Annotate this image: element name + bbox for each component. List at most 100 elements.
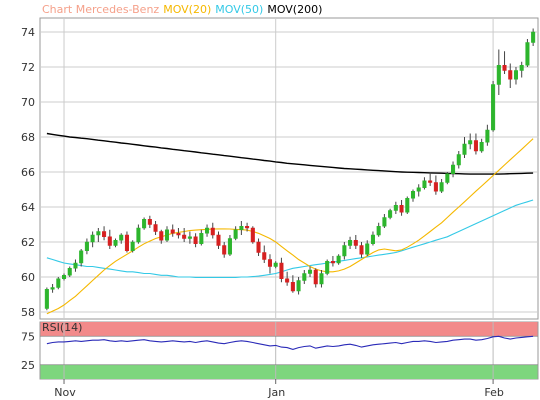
candle <box>433 175 438 195</box>
candle <box>210 222 215 239</box>
candle <box>365 240 370 256</box>
candle-body-down <box>267 259 273 267</box>
candle <box>502 51 507 74</box>
candle-body-down <box>210 227 215 236</box>
chart-legend: Chart Mercedes-Benz MOV(20) MOV(50) MOV(200… <box>42 3 322 16</box>
candle-body-up <box>491 84 496 131</box>
candle-body-down <box>473 140 478 152</box>
candle <box>256 238 261 256</box>
candle-body-down <box>262 252 267 260</box>
candle-body-up <box>227 238 232 255</box>
price-gridlines <box>40 18 538 319</box>
candle <box>176 228 181 239</box>
candle-body-down <box>353 240 358 246</box>
candle-body-down <box>159 231 164 241</box>
candle-body-up <box>84 241 89 251</box>
candle-body-down <box>508 70 513 80</box>
candle-body-down <box>170 229 175 234</box>
candle <box>296 277 301 295</box>
candle <box>164 226 170 242</box>
price-panel <box>39 17 539 320</box>
candle-body-up <box>44 289 49 309</box>
candle <box>205 224 210 237</box>
candle-body-up <box>199 233 204 244</box>
price-axis: 58 60 62 64 66 68 70 72 74 <box>21 26 35 319</box>
candle-body-down <box>428 180 433 183</box>
rsi-zone <box>40 364 538 379</box>
rsi-gridlines <box>40 322 538 379</box>
candle <box>136 224 141 244</box>
candle-body-up <box>302 273 307 281</box>
price-tick-label: 60 <box>21 271 35 284</box>
candle-body-up <box>445 173 450 183</box>
candle-body-up <box>456 154 461 166</box>
candle-body-up <box>90 234 95 243</box>
candle-body-up <box>382 217 387 227</box>
candle <box>342 242 347 260</box>
candle-body-up <box>50 287 55 290</box>
candle <box>199 229 204 246</box>
candle-body-up <box>468 140 473 145</box>
candle-body-up <box>136 227 141 243</box>
time-tick-label: Nov <box>54 386 76 399</box>
chart-title: Chart Mercedes-Benz <box>42 3 159 16</box>
candle-body-up <box>119 234 124 241</box>
candle <box>113 238 118 248</box>
candle <box>130 240 135 253</box>
price-tick-label: 58 <box>21 306 35 319</box>
candle <box>50 284 55 293</box>
candle <box>513 67 519 85</box>
candle <box>353 235 358 249</box>
candle <box>348 236 353 249</box>
mov20-line <box>46 138 534 315</box>
candle-body-up <box>422 180 427 188</box>
candle <box>456 151 461 169</box>
candle <box>302 270 307 284</box>
candle <box>216 231 221 249</box>
candle-body-down <box>176 233 181 236</box>
candle-body-down <box>313 269 318 285</box>
legend-mov50: MOV(50) <box>215 3 263 16</box>
candle <box>124 231 129 253</box>
candle <box>319 270 324 288</box>
candle <box>376 222 381 237</box>
candle-body-down <box>222 245 227 255</box>
candle-body-up <box>233 229 238 239</box>
candle-body-up <box>273 262 278 267</box>
candle-body-up <box>56 278 61 288</box>
candle <box>285 271 290 286</box>
candle-body-down <box>216 234 221 246</box>
candle-body-up <box>525 42 530 66</box>
candle-body-up <box>113 240 118 246</box>
candle-body-down <box>250 227 255 243</box>
candle <box>119 233 124 244</box>
candle-body-up <box>388 210 393 218</box>
candle <box>451 161 456 178</box>
candle <box>468 133 473 150</box>
candle-body-down <box>245 226 250 229</box>
candle-body-up <box>164 229 170 241</box>
candle <box>67 266 72 277</box>
price-tick-label: 74 <box>21 26 35 39</box>
candle <box>250 226 255 244</box>
candle <box>307 266 313 277</box>
candle-body-up <box>342 245 347 257</box>
price-tick-label: 70 <box>21 96 35 109</box>
candle-body-up <box>325 261 330 274</box>
candle-body-down <box>359 245 364 255</box>
legend-mov200: MOV(200) <box>267 3 322 16</box>
candle <box>496 49 501 95</box>
legend-mov20: MOV(20) <box>163 3 211 16</box>
price-tick-label: 62 <box>21 236 35 249</box>
candle <box>330 256 335 267</box>
candle <box>245 222 250 232</box>
rsi-tick-label: 75 <box>21 330 35 343</box>
rsi-tick-label: 25 <box>21 359 35 372</box>
candle-body-up <box>393 205 398 211</box>
candle-body-up <box>142 219 147 229</box>
candle-body-down <box>433 182 438 192</box>
candle <box>102 226 107 241</box>
rsi-axis: 25 75 <box>21 330 35 372</box>
candle <box>159 229 164 244</box>
